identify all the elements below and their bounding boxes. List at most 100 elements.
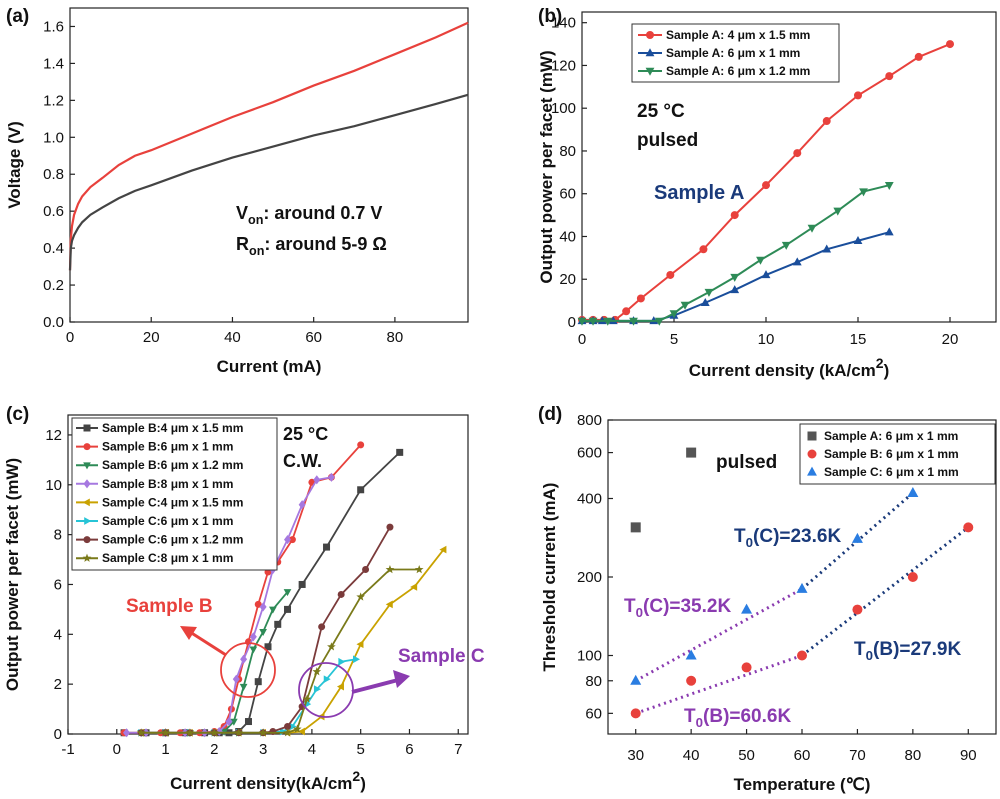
x-tick-label: 80: [387, 329, 404, 346]
legend-box: [631, 23, 840, 83]
data-point: [807, 224, 817, 233]
data-point-shape: [318, 623, 326, 631]
data-point: [730, 211, 739, 220]
x-tick-label: 50: [738, 747, 755, 764]
data-point-shape: [629, 317, 638, 326]
x-tick-label: 40: [224, 329, 241, 346]
data-point-shape: [885, 72, 894, 81]
data-point: [686, 447, 697, 458]
legend-entry: Sample B:6 μm x 1 mm: [102, 440, 233, 454]
sample-b-arrowhead: [180, 626, 197, 640]
ron-annotation-base: R: [236, 234, 249, 254]
data-point: [298, 500, 306, 510]
legend-marker: [646, 31, 654, 39]
legend-marker: [83, 462, 91, 470]
y-tick-label: 8: [54, 527, 62, 544]
data-point-shape: [249, 646, 258, 654]
data-point: [946, 40, 954, 49]
x-tick-label: 0: [66, 329, 74, 346]
sample-b-highlight-circle: [220, 642, 276, 698]
legend-marker: [82, 553, 92, 562]
data-point-shape: [258, 728, 268, 737]
legend-marker: [83, 536, 91, 544]
data-point: [914, 52, 923, 61]
legend-entry: Sample A: 4 μm x 1.5 mm: [666, 28, 810, 42]
data-point: [793, 149, 802, 158]
data-point-shape: [853, 235, 863, 244]
t0-c-low-sub: 0: [636, 605, 643, 620]
data-point: [907, 572, 918, 582]
data-point: [385, 564, 395, 574]
data-point: [907, 486, 919, 497]
y-tick-label: 0: [54, 726, 62, 743]
t0-b-high-rest: (B)=27.9K: [873, 639, 961, 660]
data-point-shape: [283, 589, 292, 597]
data-point-shape: [386, 523, 394, 531]
data-point-shape: [185, 728, 195, 737]
data-point: [854, 91, 862, 100]
legend-entry: Sample B:8 μm x 1 mm: [102, 477, 233, 491]
data-point-shape: [259, 602, 267, 612]
data-point: [244, 718, 252, 726]
x-tick-label: 10: [758, 331, 775, 348]
data-point: [259, 602, 267, 612]
legend-marker: [645, 48, 655, 57]
data-point-shape: [123, 728, 131, 738]
data-point-shape: [854, 91, 862, 100]
von-annotation-base: V: [236, 203, 248, 223]
data-point: [630, 522, 641, 533]
data-point-shape: [356, 592, 366, 601]
x-tick-label: 15: [850, 331, 867, 348]
y-tick-label: 60: [559, 186, 576, 203]
x-axis-label-end: ): [360, 774, 366, 793]
sample-c-label: Sample C: [398, 646, 485, 667]
legend-marker: [84, 517, 92, 525]
data-point: [240, 654, 248, 664]
data-point-shape: [259, 629, 267, 637]
t0-b-high-base: T: [854, 639, 866, 660]
y-tick-label: 400: [577, 491, 602, 508]
data-point-shape: [298, 500, 306, 510]
data-point-shape: [699, 245, 708, 254]
y-tick-label: 6: [54, 576, 62, 593]
sample-b-label: Sample B: [126, 596, 213, 617]
y-tick-label: 0.6: [43, 203, 64, 220]
data-point-shape: [680, 301, 690, 310]
data-point: [323, 543, 331, 551]
data-point-shape: [704, 288, 714, 297]
condition-mode: pulsed: [637, 130, 698, 151]
data-point: [654, 317, 664, 326]
legend-marker-shape: [82, 553, 92, 562]
legend-box: [799, 423, 996, 485]
legend-entry: Sample C:6 μm x 1 mm: [102, 514, 233, 528]
x-tick-label: 40: [683, 747, 700, 764]
y-tick-label: 120: [551, 57, 576, 74]
y-tick-label: 80: [559, 143, 576, 160]
legend-entry: Sample C:8 μm x 1 mm: [102, 551, 233, 565]
data-point: [859, 188, 868, 197]
x-axis-label-main: Current density(kA/cm: [170, 774, 352, 793]
data-point: [284, 535, 292, 545]
data-point: [338, 657, 346, 666]
data-point-shape: [833, 207, 843, 216]
data-point: [781, 241, 791, 250]
t0-b-low-sub: 0: [696, 715, 703, 730]
data-point: [230, 718, 238, 726]
condition-temp: 25 °C: [283, 424, 328, 444]
data-point: [254, 600, 262, 608]
ron-annotation: Ron: around 5-9 Ω: [236, 234, 387, 258]
series-line-1: [68, 93, 469, 271]
series-line-7: [141, 568, 420, 734]
x-tick-label: 90: [960, 747, 977, 764]
y-tick-label: 80: [585, 673, 602, 690]
data-point: [588, 317, 598, 326]
data-point: [337, 590, 345, 598]
data-point: [700, 297, 710, 306]
data-point: [741, 662, 752, 673]
data-point: [833, 207, 843, 216]
data-point-shape: [622, 307, 631, 316]
y-tick-label: 4: [54, 626, 62, 643]
legend-entry: Sample C:6 μm x 1.2 mm: [102, 533, 243, 547]
x-tick-label: 6: [405, 741, 413, 758]
data-point: [410, 583, 418, 591]
